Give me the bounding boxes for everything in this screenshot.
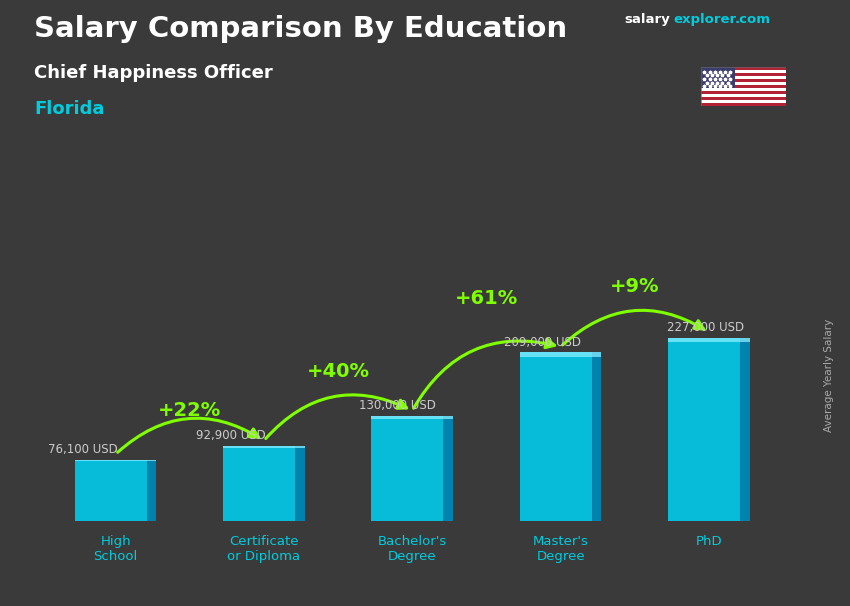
Bar bbox=[701, 85, 786, 88]
Bar bbox=[701, 73, 786, 76]
Text: salary: salary bbox=[625, 13, 671, 26]
Text: +40%: +40% bbox=[307, 362, 370, 381]
Text: .com: .com bbox=[734, 13, 770, 26]
Text: Florida: Florida bbox=[34, 100, 105, 118]
Text: Salary Comparison By Education: Salary Comparison By Education bbox=[34, 15, 567, 43]
FancyBboxPatch shape bbox=[668, 338, 750, 521]
FancyBboxPatch shape bbox=[223, 446, 304, 521]
FancyBboxPatch shape bbox=[520, 352, 602, 356]
FancyBboxPatch shape bbox=[371, 416, 453, 419]
Bar bbox=[701, 67, 786, 70]
FancyBboxPatch shape bbox=[520, 352, 602, 521]
Bar bbox=[701, 88, 786, 91]
Text: Chief Happiness Officer: Chief Happiness Officer bbox=[34, 64, 273, 82]
Bar bbox=[701, 97, 786, 100]
Bar bbox=[701, 67, 735, 88]
Text: 76,100 USD: 76,100 USD bbox=[48, 443, 118, 456]
Text: +61%: +61% bbox=[455, 288, 518, 308]
Bar bbox=[701, 70, 786, 73]
FancyBboxPatch shape bbox=[75, 460, 156, 521]
FancyBboxPatch shape bbox=[146, 460, 156, 521]
Bar bbox=[701, 103, 786, 106]
Bar bbox=[701, 100, 786, 103]
Bar bbox=[701, 79, 786, 82]
Text: 209,000 USD: 209,000 USD bbox=[504, 336, 581, 348]
Text: 227,000 USD: 227,000 USD bbox=[667, 321, 745, 334]
Text: +22%: +22% bbox=[158, 401, 221, 420]
Text: 130,000 USD: 130,000 USD bbox=[359, 399, 436, 413]
Text: explorer: explorer bbox=[673, 13, 736, 26]
Bar bbox=[701, 91, 786, 94]
Text: Average Yearly Salary: Average Yearly Salary bbox=[824, 319, 834, 432]
Text: +9%: +9% bbox=[610, 278, 660, 296]
FancyBboxPatch shape bbox=[740, 338, 750, 521]
FancyBboxPatch shape bbox=[668, 338, 750, 342]
FancyBboxPatch shape bbox=[592, 352, 601, 521]
FancyBboxPatch shape bbox=[223, 446, 304, 448]
FancyBboxPatch shape bbox=[371, 416, 453, 521]
Bar bbox=[701, 94, 786, 97]
FancyBboxPatch shape bbox=[75, 460, 156, 461]
FancyBboxPatch shape bbox=[295, 446, 304, 521]
FancyBboxPatch shape bbox=[443, 416, 453, 521]
Bar bbox=[701, 82, 786, 85]
Text: 92,900 USD: 92,900 USD bbox=[196, 430, 266, 442]
Bar bbox=[701, 76, 786, 79]
